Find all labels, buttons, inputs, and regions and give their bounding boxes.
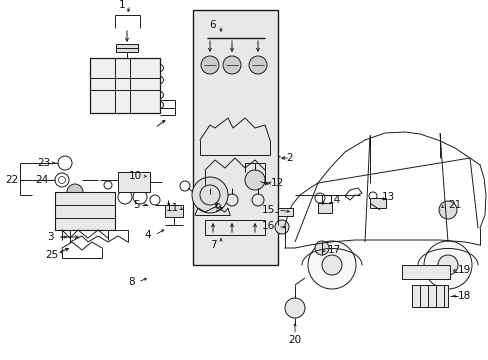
Text: 20: 20: [288, 335, 301, 345]
Text: 11: 11: [165, 203, 178, 213]
Text: 1: 1: [119, 0, 125, 10]
Circle shape: [321, 255, 341, 275]
Text: 3: 3: [46, 232, 53, 242]
Circle shape: [423, 241, 471, 289]
Text: 21: 21: [447, 200, 461, 210]
Text: 16: 16: [261, 221, 274, 231]
Bar: [193, 10, 278, 265]
Bar: [90, 58, 160, 113]
Bar: [411, 285, 447, 307]
Text: 10: 10: [128, 171, 141, 181]
Circle shape: [192, 177, 227, 213]
Circle shape: [285, 298, 305, 318]
Bar: [118, 172, 150, 192]
Bar: [278, 208, 292, 216]
Circle shape: [248, 56, 266, 74]
Circle shape: [201, 56, 219, 74]
Text: 24: 24: [35, 175, 48, 185]
Text: 13: 13: [381, 192, 394, 202]
Text: 18: 18: [456, 291, 469, 301]
Text: 23: 23: [37, 158, 51, 168]
Text: 2: 2: [286, 153, 293, 163]
Circle shape: [438, 201, 456, 219]
Text: 9: 9: [214, 203, 221, 213]
Bar: [369, 198, 385, 208]
Bar: [55, 192, 115, 230]
Text: 7: 7: [209, 240, 216, 250]
Text: 15: 15: [261, 205, 274, 215]
Circle shape: [223, 56, 241, 74]
Circle shape: [314, 241, 328, 255]
Circle shape: [274, 220, 288, 234]
Bar: [164, 205, 183, 217]
Text: 4: 4: [144, 230, 151, 240]
Circle shape: [244, 170, 264, 190]
Text: 17: 17: [326, 245, 340, 255]
Text: 14: 14: [326, 195, 340, 205]
Text: 19: 19: [456, 265, 469, 275]
Bar: [116, 44, 138, 52]
Text: 22: 22: [5, 175, 19, 185]
Bar: [401, 265, 449, 279]
Bar: [317, 203, 331, 213]
Text: 6: 6: [209, 20, 216, 30]
Circle shape: [437, 255, 457, 275]
Circle shape: [307, 241, 355, 289]
Text: 5: 5: [132, 200, 139, 210]
Text: 8: 8: [128, 277, 135, 287]
Circle shape: [67, 184, 83, 200]
Text: 12: 12: [270, 178, 283, 188]
Text: 25: 25: [45, 250, 59, 260]
